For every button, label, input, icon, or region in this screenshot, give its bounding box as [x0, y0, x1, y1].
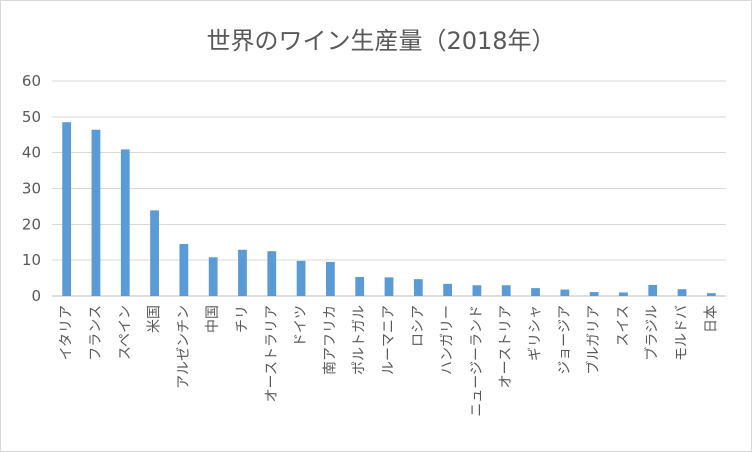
x-category-label: ジョージア	[557, 305, 573, 375]
x-category-label: イタリア	[59, 305, 75, 360]
y-tick-label: 60	[22, 72, 41, 90]
bar-3	[150, 210, 159, 296]
x-category-label: ニュージーランド	[469, 305, 485, 417]
x-category-label: ロシア	[410, 305, 426, 347]
y-tick-label: 0	[31, 287, 41, 305]
x-category-label: 米国	[147, 305, 163, 333]
y-tick-label: 50	[22, 108, 41, 126]
x-category-label: 中国	[205, 305, 221, 333]
bar-0	[62, 122, 72, 297]
bar-2	[120, 149, 130, 296]
bar-12	[413, 279, 423, 296]
bar-4	[179, 244, 189, 296]
y-tick-label: 20	[22, 215, 41, 233]
bar-layer	[62, 122, 716, 297]
bar-5	[208, 257, 218, 296]
x-category-label: 日本	[703, 305, 719, 333]
bar-20	[648, 284, 658, 296]
x-category-label: ギリシャ	[528, 305, 544, 361]
x-category-label: ブルガリア	[585, 305, 602, 375]
y-axis-ticks: 0 10 20 30 40 50 60	[22, 72, 41, 305]
bar-15	[501, 285, 511, 296]
x-axis-labels: イタリア フランス スペイン 米国 アルゼンチン 中国 チリ オーストラリア ドイツ 南アフリカポ…	[59, 305, 720, 417]
bar-9	[326, 261, 335, 296]
x-category-label: モルドバ	[674, 305, 690, 361]
bar-14	[472, 285, 482, 296]
x-category-label: 南アフリカ	[322, 305, 338, 375]
x-category-label: チリ	[234, 305, 250, 333]
x-category-label: スイス	[615, 305, 631, 347]
y-tick-label: 40	[22, 144, 41, 162]
bar-19	[619, 292, 628, 296]
y-tick-label: 30	[22, 180, 41, 198]
x-category-label: ハンガリー	[440, 305, 456, 375]
x-category-label: ポルトガル	[352, 305, 368, 375]
bar-7	[267, 251, 277, 296]
bar-13	[443, 283, 452, 296]
bar-11	[384, 277, 394, 296]
bar-8	[296, 260, 306, 296]
x-category-label: フランス	[88, 305, 104, 361]
bar-16	[531, 288, 540, 296]
bar-22	[706, 293, 716, 296]
x-category-label: オーストリア	[498, 305, 514, 388]
x-category-label: オーストラリア	[264, 305, 280, 402]
y-tick-label: 10	[22, 251, 41, 269]
x-category-label: ドイツ	[293, 305, 309, 347]
chart-title: 世界のワイン生産量（2018年）	[206, 27, 555, 55]
x-category-label: アルゼンチン	[176, 305, 192, 389]
x-category-label: スペイン	[117, 305, 133, 360]
bar-17	[560, 289, 570, 296]
bar-18	[589, 292, 599, 296]
x-category-label: ブラジル	[644, 305, 661, 361]
bar-21	[677, 289, 687, 296]
grid-layer	[52, 80, 726, 297]
x-category-label: ルーマニア	[381, 305, 397, 375]
bar-6	[238, 249, 247, 296]
bar-10	[355, 277, 365, 296]
bar-1	[91, 129, 101, 296]
